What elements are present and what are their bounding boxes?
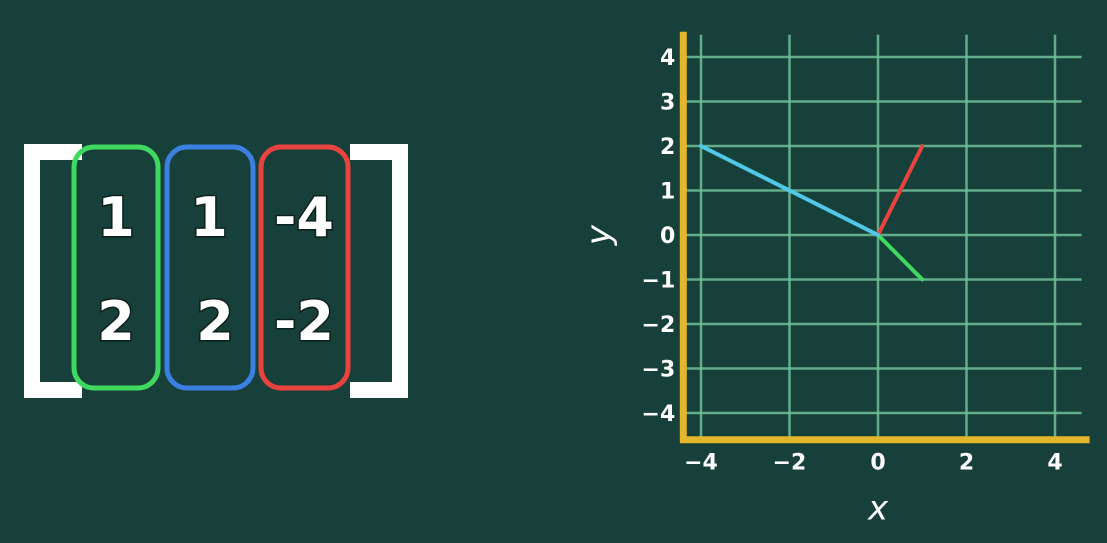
y-tick-label: 4 bbox=[660, 46, 675, 71]
y-tick-label: −4 bbox=[642, 402, 676, 427]
y-tick-label: −1 bbox=[642, 269, 676, 294]
matrix-entry-2-2: 2 bbox=[196, 290, 234, 353]
right-bracket bbox=[350, 144, 408, 398]
x-tick-label: −2 bbox=[773, 451, 807, 476]
y-tick-label: −2 bbox=[642, 313, 676, 338]
x-tick-label: 4 bbox=[1047, 451, 1062, 476]
y-tick-label: 3 bbox=[660, 91, 675, 116]
y-axis-label: y bbox=[579, 224, 619, 246]
vector-line-3 bbox=[699, 144, 880, 237]
vector-line-2 bbox=[876, 144, 925, 237]
y-tick-label: −3 bbox=[642, 358, 676, 383]
left-bracket bbox=[24, 144, 82, 398]
y-tick-label: 0 bbox=[660, 224, 675, 249]
vectors bbox=[699, 144, 925, 282]
grid bbox=[683, 34, 1082, 440]
matrix-entry-1-3: -4 bbox=[274, 186, 334, 249]
matrix-entry-2-3: -2 bbox=[274, 290, 334, 353]
column-1-highlight bbox=[71, 144, 161, 391]
matrix-entry-1-1: 1 bbox=[97, 186, 135, 249]
column-2-highlight bbox=[164, 144, 256, 391]
matrix-entry-2-1: 2 bbox=[97, 290, 135, 353]
matrix-entry-1-2: 1 bbox=[190, 186, 228, 249]
x-tick-label: 0 bbox=[870, 451, 885, 476]
y-tick-label: 1 bbox=[660, 180, 675, 205]
vector-line-1 bbox=[876, 233, 925, 282]
x-tick-label: −4 bbox=[684, 451, 718, 476]
column-3-highlight bbox=[258, 144, 351, 391]
y-tick-label: 2 bbox=[660, 135, 675, 160]
x-tick-label: 2 bbox=[959, 451, 974, 476]
axes bbox=[679, 31, 1090, 444]
x-axis-label: x bbox=[867, 489, 889, 529]
matrix-figure: 1 2 1 2 -4 -2 bbox=[24, 144, 408, 398]
tick-labels: −4 −2 0 2 4 4 3 2 1 0 −1 −2 −3 −4 bbox=[642, 46, 1063, 476]
